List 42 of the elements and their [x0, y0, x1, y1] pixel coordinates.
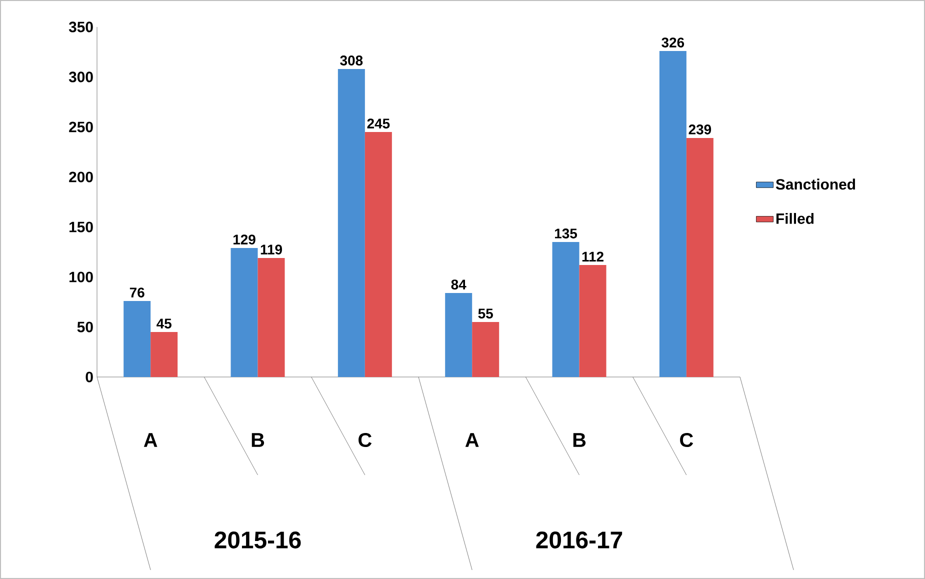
legend-label: Sanctioned [776, 178, 856, 190]
y-tick-label: 0 [86, 372, 93, 382]
bar [364, 132, 392, 377]
data-label: 326 [662, 38, 684, 48]
y-tick-label: 100 [69, 272, 93, 282]
y-tick-label: 350 [68, 22, 93, 32]
x-tick-label: C [680, 432, 694, 448]
x-tick-label: C [358, 432, 372, 448]
y-tick-label: 50 [77, 322, 93, 332]
data-label: 135 [555, 228, 578, 238]
bar [150, 332, 178, 377]
bar [686, 138, 714, 377]
data-label: 245 [367, 118, 390, 128]
data-label: 55 [478, 308, 493, 318]
x-tick-label: A [465, 433, 479, 447]
y-tick-label: 300 [68, 72, 93, 82]
text: 2015-16 [214, 532, 301, 548]
x-tick-label: B [573, 433, 586, 447]
bar [579, 264, 606, 377]
bar [124, 300, 151, 377]
y-tick-label: 200 [69, 172, 93, 182]
legend-label: Filled [776, 212, 814, 224]
data-label: 76 [130, 288, 144, 298]
data-label: 129 [234, 234, 256, 244]
data-label: 239 [688, 124, 712, 134]
x-tick-label: A [144, 433, 158, 447]
y-tick-label: 250 [69, 122, 93, 132]
data-label: 308 [340, 56, 363, 66]
y-tick-label: 150 [69, 222, 93, 232]
bar [258, 258, 285, 377]
text: 2016-17 [536, 532, 622, 548]
bar [445, 292, 472, 377]
data-label: 84 [451, 280, 466, 290]
bar [472, 322, 500, 377]
data-label: 112 [582, 252, 604, 262]
data-label: 119 [260, 244, 282, 254]
bar [659, 50, 686, 377]
bar [552, 242, 580, 377]
bar [338, 68, 365, 377]
x-tick-label: B [252, 433, 264, 447]
data-label: 45 [156, 318, 172, 328]
bar [230, 248, 258, 377]
